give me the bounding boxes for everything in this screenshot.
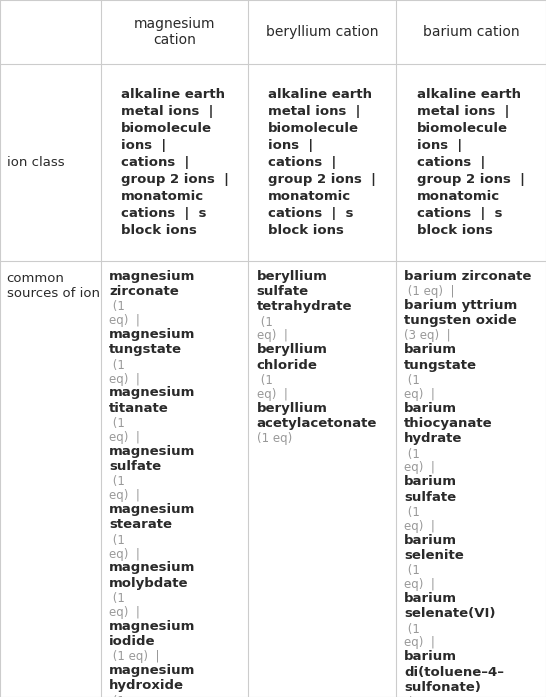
Text: eq)  |: eq) | xyxy=(257,388,288,401)
Text: hydroxide: hydroxide xyxy=(109,680,184,692)
Text: eq)  |: eq) | xyxy=(109,548,140,560)
Text: tungsten oxide: tungsten oxide xyxy=(404,314,517,327)
Text: eq)  |: eq) | xyxy=(109,314,140,327)
Text: (1: (1 xyxy=(404,506,420,519)
Text: (1 eq): (1 eq) xyxy=(257,432,292,445)
Text: magnesium: magnesium xyxy=(109,328,195,341)
Text: barium: barium xyxy=(404,475,457,489)
Text: barium: barium xyxy=(404,592,457,605)
Text: iodide: iodide xyxy=(109,635,156,648)
Text: (1: (1 xyxy=(109,695,125,697)
Text: barium yttrium: barium yttrium xyxy=(404,299,517,312)
Text: di(toluene–4–: di(toluene–4– xyxy=(404,666,504,679)
Text: beryllium: beryllium xyxy=(257,344,328,356)
Text: beryllium cation: beryllium cation xyxy=(266,25,378,39)
Text: alkaline earth
metal ions  |
biomolecule
ions  |
cations  |
group 2 ions  |
mona: alkaline earth metal ions | biomolecule … xyxy=(417,89,525,237)
Text: beryllium: beryllium xyxy=(257,401,328,415)
Text: common
sources of ion: common sources of ion xyxy=(7,272,99,300)
Text: eq)  |: eq) | xyxy=(404,636,435,650)
Text: eq)  |: eq) | xyxy=(257,330,288,342)
Text: tetrahydrate: tetrahydrate xyxy=(257,300,352,313)
Text: (3 eq)  |: (3 eq) | xyxy=(404,330,450,342)
Text: acetylacetonate: acetylacetonate xyxy=(257,417,377,430)
Text: sulfate: sulfate xyxy=(257,285,308,298)
Text: magnesium: magnesium xyxy=(109,561,195,574)
Text: sulfate: sulfate xyxy=(109,460,161,473)
Text: chloride: chloride xyxy=(257,359,317,372)
Text: (1: (1 xyxy=(404,447,420,461)
Text: eq)  |: eq) | xyxy=(404,578,435,591)
Text: (1: (1 xyxy=(109,417,125,430)
Text: (1: (1 xyxy=(109,359,125,372)
Text: (1: (1 xyxy=(404,564,420,577)
Text: sulfonate): sulfonate) xyxy=(404,681,481,694)
Text: zirconate: zirconate xyxy=(109,285,179,298)
Text: magnesium: magnesium xyxy=(109,503,195,516)
Text: titanate: titanate xyxy=(109,401,169,415)
Text: (1: (1 xyxy=(404,696,420,697)
Text: (1: (1 xyxy=(109,475,125,489)
Text: alkaline earth
metal ions  |
biomolecule
ions  |
cations  |
group 2 ions  |
mona: alkaline earth metal ions | biomolecule … xyxy=(268,89,376,237)
Text: tungstate: tungstate xyxy=(109,344,182,356)
Text: beryllium: beryllium xyxy=(257,270,328,283)
Text: (1: (1 xyxy=(404,622,420,636)
Text: magnesium: magnesium xyxy=(109,386,195,399)
Text: (1: (1 xyxy=(109,534,125,546)
Text: stearate: stearate xyxy=(109,519,172,531)
Text: eq)  |: eq) | xyxy=(404,520,435,533)
Text: (1 eq)  |: (1 eq) | xyxy=(109,650,159,664)
Text: barium zirconate: barium zirconate xyxy=(404,270,531,283)
Text: (1: (1 xyxy=(404,374,420,387)
Text: molybdate: molybdate xyxy=(109,576,189,590)
Text: barium: barium xyxy=(404,534,457,546)
Text: barium: barium xyxy=(404,650,457,664)
Text: selenate(VI): selenate(VI) xyxy=(404,607,496,620)
Text: barium: barium xyxy=(404,344,457,356)
Text: (1: (1 xyxy=(109,592,125,605)
Text: ion class: ion class xyxy=(7,156,64,169)
Text: (1: (1 xyxy=(109,300,125,313)
Text: (1: (1 xyxy=(257,374,272,387)
Text: barium: barium xyxy=(404,401,457,415)
Text: selenite: selenite xyxy=(404,549,464,562)
Text: magnesium: magnesium xyxy=(109,620,195,633)
Text: eq)  |: eq) | xyxy=(404,461,435,475)
Text: eq)  |: eq) | xyxy=(109,606,140,619)
Text: eq)  |: eq) | xyxy=(404,388,435,401)
Text: alkaline earth
metal ions  |
biomolecule
ions  |
cations  |
group 2 ions  |
mona: alkaline earth metal ions | biomolecule … xyxy=(121,89,229,237)
Text: magnesium
cation: magnesium cation xyxy=(134,17,216,47)
Text: magnesium: magnesium xyxy=(109,270,195,283)
Text: barium cation: barium cation xyxy=(423,25,519,39)
Text: hydrate: hydrate xyxy=(404,432,462,445)
Text: (1 eq)  |: (1 eq) | xyxy=(404,285,454,298)
Text: thiocyanate: thiocyanate xyxy=(404,417,492,430)
Text: eq)  |: eq) | xyxy=(109,489,140,502)
Text: (1: (1 xyxy=(257,316,272,328)
Text: eq)  |: eq) | xyxy=(109,431,140,444)
Text: tungstate: tungstate xyxy=(404,359,477,372)
Text: sulfate: sulfate xyxy=(404,491,456,503)
Text: eq)  |: eq) | xyxy=(109,372,140,385)
Text: magnesium: magnesium xyxy=(109,664,195,677)
Text: magnesium: magnesium xyxy=(109,445,195,458)
